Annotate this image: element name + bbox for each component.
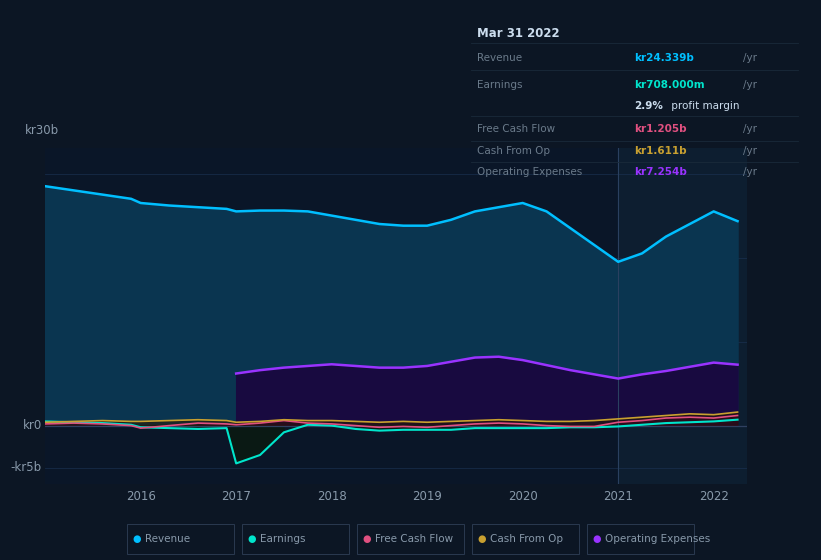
Text: -kr5b: -kr5b (11, 461, 42, 474)
Text: profit margin: profit margin (668, 101, 740, 111)
Text: Earnings: Earnings (478, 80, 523, 90)
Text: Revenue: Revenue (478, 53, 523, 63)
Text: ●: ● (363, 534, 371, 544)
Text: kr30b: kr30b (25, 124, 59, 137)
Text: ●: ● (248, 534, 256, 544)
Text: /yr: /yr (743, 80, 757, 90)
Text: Earnings: Earnings (260, 534, 305, 544)
Text: kr708.000m: kr708.000m (635, 80, 705, 90)
Text: Operating Expenses: Operating Expenses (605, 534, 710, 544)
Text: /yr: /yr (743, 146, 757, 156)
Text: ●: ● (593, 534, 601, 544)
Text: Free Cash Flow: Free Cash Flow (478, 124, 556, 134)
Text: kr1.205b: kr1.205b (635, 124, 687, 134)
Text: kr24.339b: kr24.339b (635, 53, 694, 63)
Text: Cash From Op: Cash From Op (490, 534, 563, 544)
Text: Cash From Op: Cash From Op (478, 146, 551, 156)
Text: kr1.611b: kr1.611b (635, 146, 687, 156)
Text: 2.9%: 2.9% (635, 101, 663, 111)
Text: /yr: /yr (743, 124, 757, 134)
Text: ●: ● (133, 534, 141, 544)
Text: /yr: /yr (743, 167, 757, 177)
Text: Revenue: Revenue (145, 534, 190, 544)
Text: Operating Expenses: Operating Expenses (478, 167, 583, 177)
Text: Free Cash Flow: Free Cash Flow (375, 534, 453, 544)
Text: ●: ● (478, 534, 486, 544)
Bar (618, 148, 747, 484)
Text: kr7.254b: kr7.254b (635, 167, 687, 177)
Text: Mar 31 2022: Mar 31 2022 (478, 27, 560, 40)
Text: /yr: /yr (743, 53, 757, 63)
Text: kr0: kr0 (22, 419, 42, 432)
